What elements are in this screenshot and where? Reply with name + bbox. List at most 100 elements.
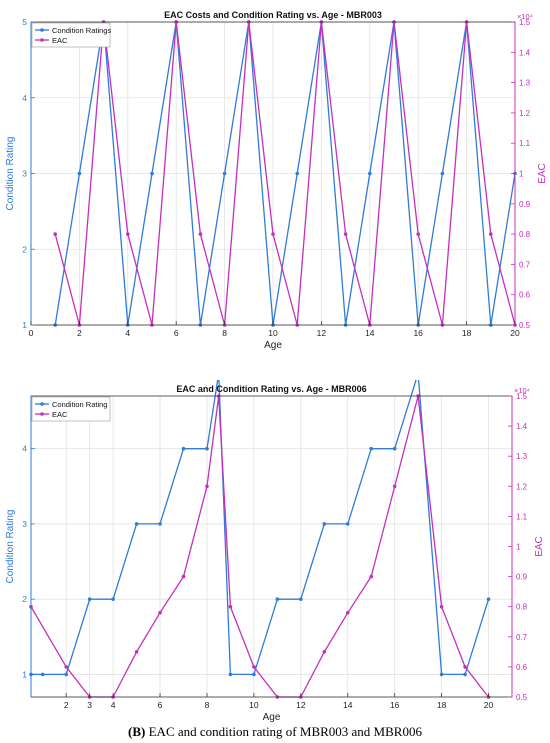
x-axis-label: Age [263, 712, 281, 723]
data-point-eac [205, 484, 209, 489]
y-right-tick-label: 0.9 [516, 573, 528, 582]
data-point-eac [53, 232, 57, 236]
data-point-eac [126, 232, 130, 236]
data-point-condition [439, 672, 444, 677]
data-point-eac [134, 650, 139, 654]
y-right-tick-label: 0.8 [519, 230, 531, 239]
x-tick-label: 18 [462, 328, 472, 338]
data-point-condition [252, 672, 256, 677]
y-left-tick-label: 5 [22, 17, 27, 27]
caption-label: (B) [128, 724, 146, 739]
x-tick-label: 16 [390, 700, 400, 710]
y-right-tick-label: 0.8 [516, 603, 528, 612]
y-right-tick-label: 1.2 [516, 482, 528, 491]
x-tick-label: 18 [437, 700, 447, 710]
data-point-condition [486, 597, 491, 601]
x-tick-label: 10 [249, 700, 259, 710]
y-right-tick-label: 1.3 [519, 79, 531, 88]
data-point-condition [275, 597, 280, 601]
y-right-tick-label: 1.5 [516, 392, 528, 401]
y-left-tick-label: 1 [22, 320, 27, 330]
legend-box [31, 396, 111, 422]
y-right-tick-label: 1.3 [516, 452, 528, 461]
x-axis-label: Age [264, 340, 282, 351]
data-point-condition [87, 597, 92, 601]
data-point-eac [198, 232, 203, 236]
x-tick-label: 12 [296, 700, 306, 710]
data-point-condition [205, 446, 209, 451]
series-line-condition [31, 373, 490, 676]
x-tick-label: 10 [268, 328, 278, 338]
y-left-tick-label: 3 [22, 519, 27, 529]
data-point-eac [181, 574, 186, 579]
y-right-axis-label: EAC [537, 163, 548, 184]
data-point-eac [343, 232, 348, 236]
legend-swatch-marker [40, 28, 44, 32]
legend-label: EAC [52, 410, 68, 419]
data-point-condition [463, 672, 467, 677]
data-point-condition [77, 171, 82, 176]
x-tick-label: 16 [413, 328, 423, 338]
y-right-tick-label: 1.1 [516, 512, 528, 521]
chart-panel-mbr006: 2 3 4 6 8 10 12 14 16 18 20 1 2 3 4 0.5 0.6 0.7 0.8 0.9 1 1.1… [0, 371, 550, 725]
y-left-axis-label: Condition Rating [5, 510, 16, 584]
y-left-tick-label: 4 [22, 444, 27, 454]
data-point-eac [322, 650, 327, 654]
y-right-tick-label: 1.4 [519, 48, 531, 57]
y-left-tick-label: 2 [22, 244, 27, 254]
x-tick-label: 8 [222, 328, 227, 338]
y-right-tick-label: 0.7 [516, 633, 528, 642]
data-point-condition [40, 672, 45, 677]
data-point-condition [440, 171, 445, 176]
y-right-tick-label: 1.2 [519, 109, 531, 118]
x-tick-label: 3 [87, 700, 92, 710]
data-point-eac [158, 610, 162, 615]
y-right-exponent: ×10⁴ [514, 386, 530, 395]
chart-title: EAC and Condition Rating vs. Age - MBR00… [176, 384, 366, 394]
y-right-tick-label: 1.5 [519, 18, 531, 27]
y-right-tick-label: 1 [519, 170, 524, 179]
data-point-condition [181, 446, 186, 451]
data-point-eac [271, 232, 275, 236]
legend-swatch-marker [40, 38, 44, 42]
y-right-tick-label: 0.6 [516, 663, 528, 672]
data-point-eac [463, 665, 467, 669]
data-point-condition [222, 171, 227, 176]
y-right-tick-label: 1 [516, 543, 521, 552]
legend-label: Condition Ratings [52, 26, 111, 35]
y-right-tick-label: 0.6 [519, 291, 531, 300]
x-tick-label: 6 [174, 328, 179, 338]
data-point-eac [416, 232, 421, 236]
data-point-condition [322, 522, 327, 526]
y-left-tick-label: 1 [22, 669, 27, 679]
data-point-condition [392, 446, 397, 451]
x-tick-label: 14 [365, 328, 375, 338]
x-tick-label: 0 [29, 328, 34, 338]
chart-mbr003: 0 2 4 6 8 10 12 14 16 18 20123450.50.60.70.80.911.… [5, 10, 548, 351]
data-point-condition [158, 522, 162, 526]
x-tick-label: 20 [510, 328, 520, 338]
y-left-tick-label: 4 [22, 93, 27, 103]
data-point-condition [345, 522, 350, 526]
legend-box [31, 22, 111, 48]
x-tick-label: 6 [158, 700, 163, 710]
y-left-tick-label: 2 [22, 594, 27, 604]
x-tick-label: 2 [64, 700, 69, 710]
y-right-axis-label: EAC [534, 536, 545, 557]
data-point-condition [369, 446, 374, 451]
series-line-condition [54, 21, 516, 326]
legend-swatch-marker [40, 402, 44, 406]
y-right-tick-label: 1.1 [519, 139, 531, 148]
y-left-tick-label: 3 [22, 169, 27, 179]
data-point-eac [228, 604, 233, 609]
legend-label: Condition Rating [52, 400, 107, 409]
x-tick-label: 4 [111, 700, 116, 710]
data-point-condition [299, 597, 303, 601]
data-point-condition [295, 171, 300, 176]
data-point-eac [369, 574, 374, 579]
x-tick-label: 2 [77, 328, 82, 338]
data-point-eac [489, 232, 493, 236]
data-point-condition [111, 597, 115, 601]
y-right-tick-label: 0.5 [519, 321, 531, 330]
data-point-eac [64, 665, 68, 669]
